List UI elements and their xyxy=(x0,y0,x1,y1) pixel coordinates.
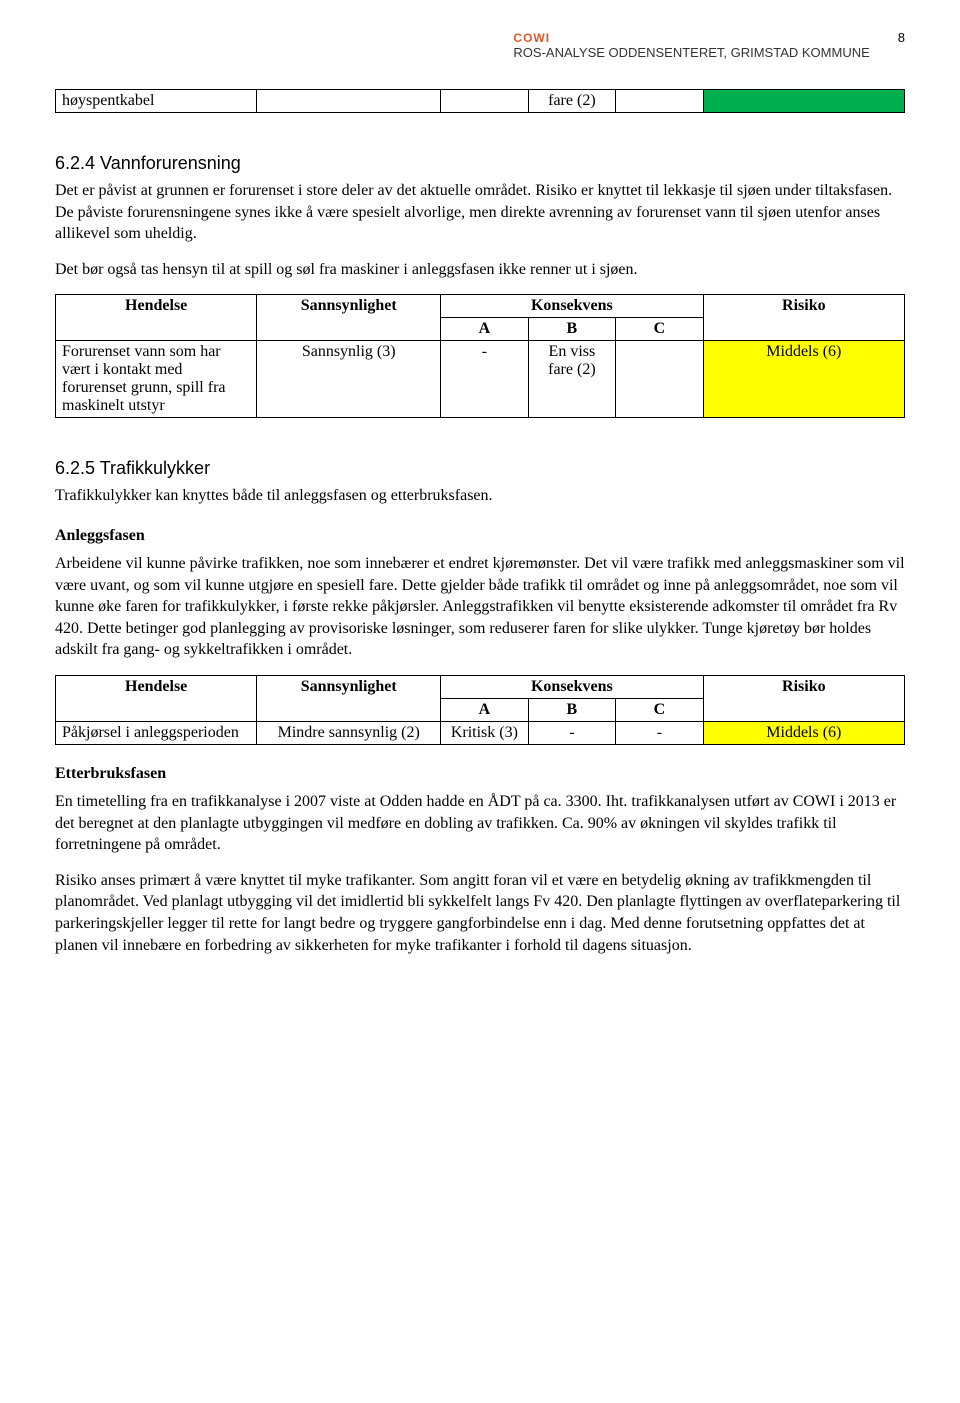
cell-c: - xyxy=(616,721,704,744)
th-sanns: Sannsynlighet xyxy=(257,675,441,721)
th-c: C xyxy=(616,698,704,721)
table-row: Forurenset vann som har vært i kontakt m… xyxy=(56,341,905,418)
cell-hendelse: høyspentkabel xyxy=(56,90,257,113)
cell-b: - xyxy=(528,721,616,744)
paragraph: Det er påvist at grunnen er forurenset i… xyxy=(55,180,905,245)
heading-624: 6.2.4 Vannforurensning xyxy=(55,153,905,174)
th-hendelse: Hendelse xyxy=(56,295,257,341)
risk-table-625: Hendelse Sannsynlighet Konsekvens Risiko… xyxy=(55,675,905,745)
paragraph: Arbeidene vil kunne påvirke trafikken, n… xyxy=(55,553,905,661)
cell-c xyxy=(616,341,704,418)
subheading-etterbruksfasen: Etterbruksfasen xyxy=(55,765,905,783)
th-a: A xyxy=(441,318,529,341)
header-title: ROS-ANALYSE ODDENSENTERET, GRIMSTAD KOMM… xyxy=(513,45,869,60)
paragraph: En timetelling fra en trafikkanalyse i 2… xyxy=(55,791,905,856)
th-risiko: Risiko xyxy=(703,295,904,341)
cell-a: Kritisk (3) xyxy=(441,721,529,744)
heading-625: 6.2.5 Trafikkulykker xyxy=(55,458,905,479)
cell-risiko: Middels (6) xyxy=(703,721,904,744)
th-hendelse: Hendelse xyxy=(56,675,257,721)
page-number: 8 xyxy=(898,30,905,45)
th-c: C xyxy=(616,318,704,341)
th-b: B xyxy=(528,318,616,341)
subheading-anleggsfasen: Anleggsfasen xyxy=(55,527,905,545)
cell-c xyxy=(616,90,704,113)
cell-a xyxy=(441,90,529,113)
cell-b: fare (2) xyxy=(528,90,616,113)
th-b: B xyxy=(528,698,616,721)
risk-table-624: Hendelse Sannsynlighet Konsekvens Risiko… xyxy=(55,294,905,418)
brand-logo: COWI xyxy=(513,31,869,45)
table-row: høyspentkabel fare (2) xyxy=(56,90,905,113)
th-a: A xyxy=(441,698,529,721)
paragraph: Risiko anses primært å være knyttet til … xyxy=(55,870,905,956)
th-sanns: Sannsynlighet xyxy=(257,295,441,341)
cell-risiko: Middels (6) xyxy=(703,341,904,418)
table-row: Påkjørsel i anleggsperioden Mindre sanns… xyxy=(56,721,905,744)
th-konsekvens: Konsekvens xyxy=(441,295,704,318)
document-page: COWI ROS-ANALYSE ODDENSENTERET, GRIMSTAD… xyxy=(0,0,960,1010)
th-risiko: Risiko xyxy=(703,675,904,721)
page-header: COWI ROS-ANALYSE ODDENSENTERET, GRIMSTAD… xyxy=(55,30,905,61)
cell-a: - xyxy=(441,341,529,418)
paragraph: Det bør også tas hensyn til at spill og … xyxy=(55,259,905,281)
paragraph: Trafikkulykker kan knyttes både til anle… xyxy=(55,485,905,507)
cell-risiko xyxy=(703,90,904,113)
table-header-row: Hendelse Sannsynlighet Konsekvens Risiko xyxy=(56,675,905,698)
cell-sanns xyxy=(257,90,441,113)
cell-sanns: Mindre sannsynlig (2) xyxy=(257,721,441,744)
risk-table-prev-continued: høyspentkabel fare (2) xyxy=(55,89,905,113)
cell-sanns: Sannsynlig (3) xyxy=(257,341,441,418)
cell-hendelse: Påkjørsel i anleggsperioden xyxy=(56,721,257,744)
cell-b: En viss fare (2) xyxy=(528,341,616,418)
th-konsekvens: Konsekvens xyxy=(441,675,704,698)
table-header-row: Hendelse Sannsynlighet Konsekvens Risiko xyxy=(56,295,905,318)
cell-hendelse: Forurenset vann som har vært i kontakt m… xyxy=(56,341,257,418)
